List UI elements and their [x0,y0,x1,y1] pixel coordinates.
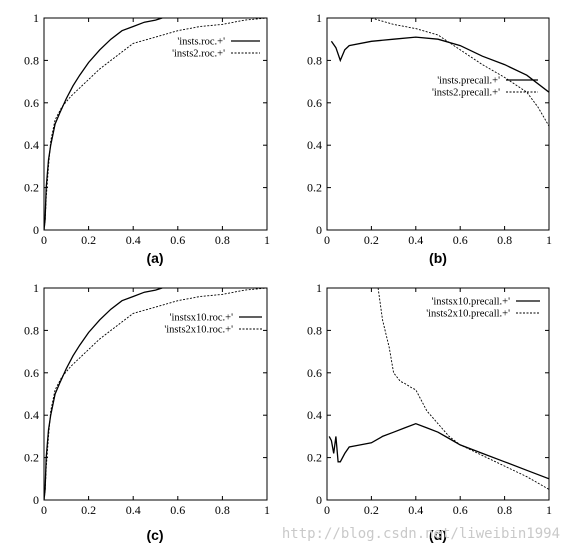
chart-panel-d: 0 0.2 0.4 0.6 0.8 1 0 0.2 0.4 0.6 0.8 1 'instsx10.pr… [307,281,552,543]
legend-label-1: 'insts.precall.+' [437,76,500,87]
series-line-1 [328,423,549,480]
x-tick-label: 0.4 [408,233,423,247]
x-tick-label: 0.4 [408,503,423,517]
y-tick-label: 1 [316,281,322,295]
y-tick-label: 0.8 [24,53,39,67]
legend-label-1: 'instsx10.roc.+' [170,313,233,324]
x-tick-label: 0.4 [126,503,141,517]
y-tick-label: 0.8 [307,323,322,337]
panel-caption: (d) [429,527,447,543]
y-tick-label: 0 [316,223,322,237]
series-line-1 [44,288,163,500]
series-line-2 [371,18,549,127]
x-tick-label: 1 [264,233,270,247]
y-tick-label: 0 [33,223,39,237]
x-tick-label: 0.2 [364,233,379,247]
y-tick-label: 0.8 [307,53,322,67]
plot-frame [326,17,550,231]
x-tick-label: 0.6 [453,233,468,247]
x-tick-label: 1 [546,503,552,517]
x-tick-label: 0.6 [170,233,185,247]
x-tick-label: 0 [41,233,47,247]
series-line-2 [44,18,267,230]
legend-label-1: 'insts.roc.+' [177,37,225,48]
legend-label-1: 'instsx10.precall.+' [431,297,510,308]
y-tick-label: 1 [316,11,322,25]
chart-panel-c: 0 0.2 0.4 0.6 0.8 1 0 0.2 0.4 0.6 0.8 1 'instsx10.ro… [24,281,270,543]
x-tick-label: 0 [41,503,47,517]
legend-label-2: 'insts2.roc.+' [172,49,225,60]
series-line-2 [377,288,549,490]
x-tick-label: 0 [324,233,330,247]
x-tick-label: 0.2 [81,503,96,517]
x-tick-label: 0.8 [497,233,512,247]
legend-label-2: 'insts2.precall.+' [432,88,500,99]
panel-caption: (c) [146,527,163,543]
x-tick-label: 0.6 [453,503,468,517]
y-tick-label: 0.8 [24,323,39,337]
y-tick-label: 0.4 [24,138,39,152]
x-tick-label: 0 [324,503,330,517]
x-tick-label: 1 [546,233,552,247]
x-tick-label: 0.8 [215,503,230,517]
legend-label-2: 'insts2x10.precall.+' [426,309,510,320]
series-line-2 [44,288,267,500]
y-tick-label: 0.6 [307,366,322,380]
y-tick-label: 0 [316,493,322,507]
y-tick-label: 0.2 [307,181,322,195]
y-tick-label: 1 [33,11,39,25]
legend-label-2: 'insts2x10.roc.+' [164,325,233,336]
chart-panel-b: 0 0.2 0.4 0.6 0.8 1 0 0.2 0.4 0.6 0.8 1 'insts.preca… [307,11,552,266]
y-tick-label: 0 [33,493,39,507]
y-tick-label: 0.2 [24,181,39,195]
y-tick-label: 0.2 [307,451,322,465]
y-tick-label: 0.2 [24,451,39,465]
x-tick-label: 1 [264,503,270,517]
plot-frame [326,287,550,501]
plot-frame [43,287,268,501]
x-tick-label: 0.8 [215,233,230,247]
y-tick-label: 1 [33,281,39,295]
x-tick-label: 0.4 [126,233,141,247]
x-tick-label: 0.6 [170,503,185,517]
chart-panel-a: 0 0.2 0.4 0.6 0.8 1 0 0.2 0.4 0.6 0.8 1 'insts.roc.+… [24,11,270,266]
y-tick-label: 0.4 [307,138,322,152]
y-tick-label: 0.6 [307,96,322,110]
y-tick-label: 0.6 [24,96,39,110]
series-line-1 [44,18,163,230]
x-tick-label: 0.8 [497,503,512,517]
panel-caption: (a) [146,250,163,266]
panel-caption: (b) [429,250,447,266]
x-tick-label: 0.2 [81,233,96,247]
plot-frame [43,17,268,231]
y-tick-label: 0.4 [307,408,322,422]
y-tick-label: 0.4 [24,408,39,422]
x-tick-label: 0.2 [364,503,379,517]
y-tick-label: 0.6 [24,366,39,380]
series-line-1 [330,36,549,93]
watermark-text: http://blog.csdn.net/liweibin1994 [282,526,560,542]
